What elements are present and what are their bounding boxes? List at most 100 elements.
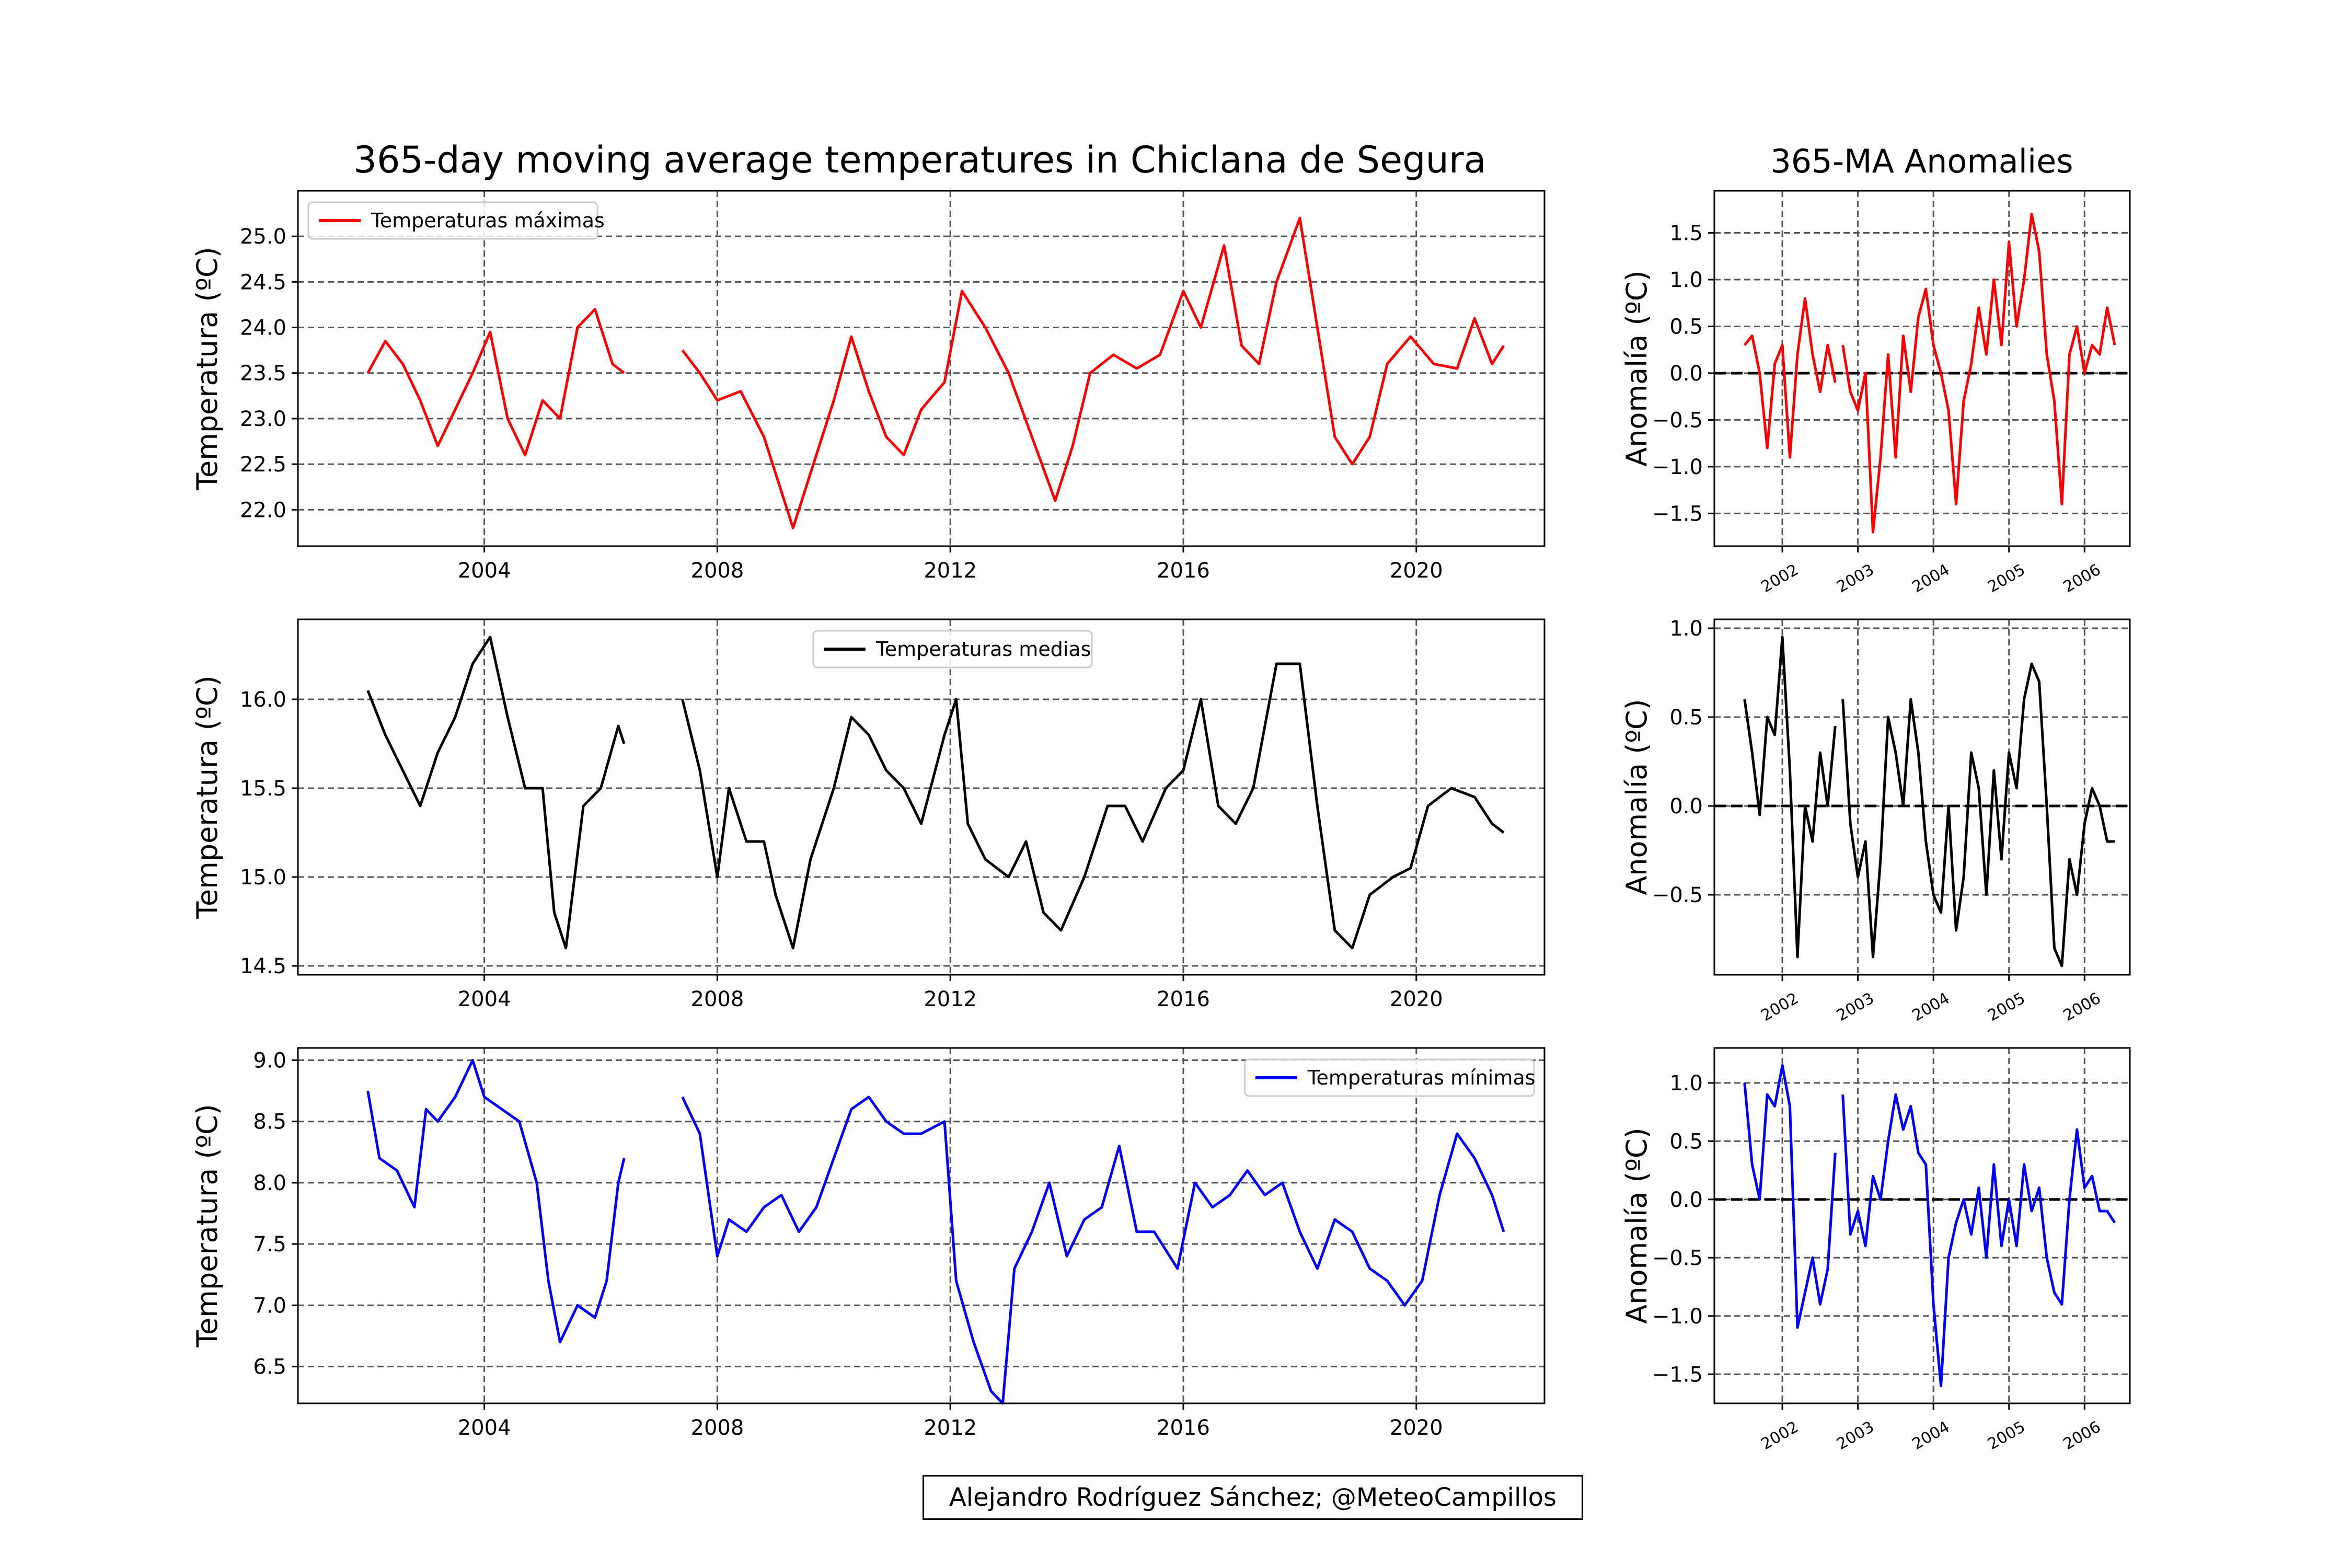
credit-text: Alejandro Rodríguez Sánchez; @MeteoCampi… <box>949 1483 1557 1512</box>
y-tick-label: 23.0 <box>240 407 286 431</box>
x-tick-label: 2006 <box>2060 1418 2104 1454</box>
y-tick-label: 1.0 <box>1669 1071 1703 1096</box>
series-line <box>1743 1064 1837 1329</box>
y-tick-label: 0.0 <box>1669 1188 1703 1212</box>
y-tick-label: 24.0 <box>240 316 286 340</box>
axes-frame <box>297 618 1546 976</box>
axes-frame <box>1713 190 2131 547</box>
figure-title: 365-day moving average temperatures in C… <box>353 139 1486 181</box>
y-tick-label: −1.5 <box>1652 502 1703 526</box>
y-axis-label: Temperatura (ºC) <box>191 675 224 919</box>
x-tick-label: 2002 <box>1758 561 1802 596</box>
chart-tmax-ma: 22.0 22.5 23.0 23.5 24.0 24.5 25.0 2004 2008 2012… <box>191 190 1546 583</box>
x-tick-label: 2003 <box>1834 989 1877 1025</box>
y-tick-label: 0.0 <box>1669 362 1703 386</box>
x-tick-label: 2004 <box>458 1416 511 1440</box>
series-line <box>681 1096 1505 1405</box>
y-tick-label: −0.5 <box>1652 1246 1703 1270</box>
x-tick-label: 2020 <box>1390 559 1443 583</box>
chart-tmin-ma: 6.5 7.0 7.5 8.0 8.5 9.0 2004 2008 2012 2016 2020 Te… <box>191 1047 1546 1440</box>
y-tick-label: 0.0 <box>1669 794 1703 818</box>
chart-tmean-anom: −0.5 0.0 0.5 1.0 2002 2003 2004 2005 2006 Anomalí… <box>1620 617 2131 1025</box>
y-tick-label: 7.5 <box>253 1232 286 1256</box>
axes-frame <box>297 1047 1546 1404</box>
y-tick-label: −1.5 <box>1652 1363 1703 1387</box>
x-tick-label: 2003 <box>1834 1418 1877 1454</box>
y-tick-label: 22.0 <box>240 498 286 522</box>
x-tick-label: 2016 <box>1157 987 1210 1011</box>
series-line <box>1841 662 2115 967</box>
y-tick-label: 16.0 <box>240 688 286 712</box>
series-line <box>366 1058 626 1344</box>
panels: 22.0 22.5 23.0 23.5 24.0 24.5 25.0 2004 2008 2012… <box>191 190 2131 1454</box>
y-tick-label: 24.5 <box>240 270 286 294</box>
x-tick-label: 2012 <box>924 987 977 1011</box>
y-tick-label: 7.0 <box>253 1294 286 1318</box>
y-tick-label: 15.0 <box>240 866 286 890</box>
x-tick-label: 2008 <box>691 987 744 1011</box>
axes-frame <box>1713 1047 2131 1404</box>
y-tick-label: −0.5 <box>1652 883 1703 907</box>
series-line <box>681 216 1505 529</box>
series-line <box>366 308 625 457</box>
x-tick-label: 2004 <box>1909 561 1953 596</box>
axes-frame <box>297 190 1546 547</box>
y-tick-label: 1.5 <box>1669 222 1703 246</box>
x-tick-label: 2002 <box>1758 1418 1802 1454</box>
legend-box <box>307 201 598 240</box>
series-line <box>681 662 1505 950</box>
x-tick-label: 2002 <box>1758 989 1802 1025</box>
y-tick-label: 8.5 <box>253 1110 286 1134</box>
credit-box: Alejandro Rodríguez Sánchez; @MeteoCampi… <box>923 1475 1583 1520</box>
y-axis-label: Anomalía (ºC) <box>1620 270 1653 466</box>
y-axis-label: Anomalía (ºC) <box>1620 699 1653 895</box>
y-tick-label: −1.0 <box>1652 455 1703 479</box>
y-axis-label: Temperatura (ºC) <box>191 247 224 491</box>
series-line <box>1841 213 2116 534</box>
y-tick-label: 23.5 <box>240 362 286 386</box>
x-tick-label: 2006 <box>2060 989 2104 1025</box>
y-tick-label: 1.0 <box>1669 617 1703 641</box>
x-tick-label: 2004 <box>458 559 511 583</box>
x-tick-label: 2012 <box>924 559 977 583</box>
axes-frame <box>1713 618 2131 976</box>
x-tick-label: 2004 <box>458 987 511 1011</box>
y-tick-label: 8.0 <box>253 1171 286 1195</box>
legend-label: Temperaturas máximas <box>371 209 605 232</box>
x-tick-label: 2004 <box>1909 989 1953 1025</box>
y-tick-label: 22.5 <box>240 453 286 477</box>
x-tick-label: 2008 <box>691 1416 744 1440</box>
x-tick-label: 2016 <box>1157 1416 1210 1440</box>
chart-tmin-anom: −1.5 −1.0 −0.5 0.0 0.5 1.0 2002 2003 2004 2005 200… <box>1620 1047 2131 1454</box>
y-tick-label: 25.0 <box>240 225 286 249</box>
y-tick-label: 14.5 <box>240 954 286 978</box>
x-tick-label: 2008 <box>691 559 744 583</box>
x-tick-label: 2012 <box>924 1416 977 1440</box>
x-tick-label: 2020 <box>1390 1416 1443 1440</box>
chart-tmean-ma: 14.5 15.0 15.5 16.0 2004 2008 2012 2016 2020 Temp… <box>191 618 1546 1011</box>
y-axis-label: Anomalía (ºC) <box>1620 1127 1653 1323</box>
series-line <box>1743 297 1837 459</box>
chart-tmax-anom: −1.5 −1.0 −0.5 0.0 0.5 1.0 1.5 2002 2003 2004 2005… <box>1620 190 2131 596</box>
x-tick-label: 2005 <box>1985 1418 2028 1454</box>
series-line <box>1743 636 1837 959</box>
legend: Temperaturas mínimas <box>1244 1058 1536 1097</box>
y-tick-label: −0.5 <box>1652 408 1703 432</box>
y-tick-label: 1.0 <box>1669 268 1703 292</box>
legend-label: Temperaturas medias <box>875 638 1091 661</box>
y-tick-label: 9.0 <box>253 1048 286 1073</box>
y-tick-label: −1.0 <box>1652 1305 1703 1329</box>
y-tick-label: 6.5 <box>253 1355 286 1379</box>
x-tick-label: 2016 <box>1157 559 1210 583</box>
x-tick-label: 2005 <box>1985 989 2028 1025</box>
x-tick-label: 2005 <box>1985 561 2028 596</box>
anomalies-title: 365-MA Anomalies <box>1770 142 2073 180</box>
x-tick-label: 2020 <box>1390 987 1443 1011</box>
series-line <box>1841 1093 2116 1388</box>
legend-label: Temperaturas mínimas <box>1307 1066 1536 1089</box>
x-tick-label: 2003 <box>1834 561 1877 596</box>
x-tick-label: 2004 <box>1909 1418 1953 1454</box>
y-tick-label: 0.5 <box>1669 315 1703 339</box>
y-axis-label: Temperatura (ºC) <box>191 1104 224 1348</box>
